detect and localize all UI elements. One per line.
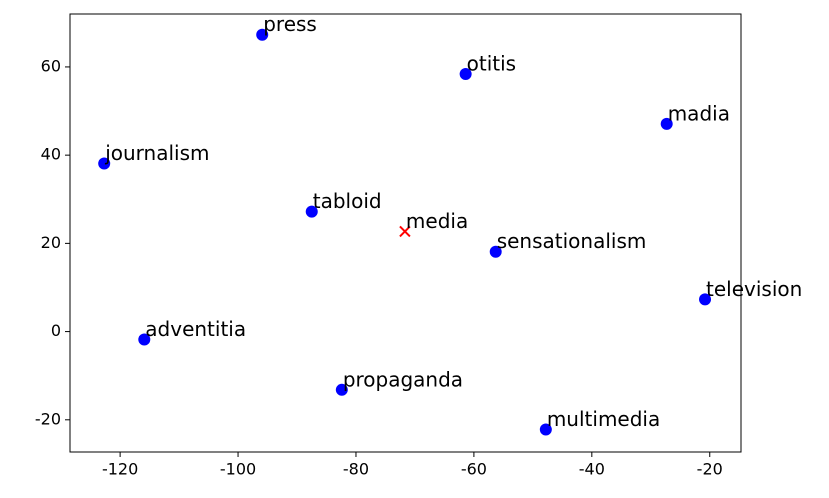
x-tick-label: -80 — [343, 460, 369, 479]
point-label: madia — [668, 101, 730, 125]
point — [660, 117, 673, 130]
point — [459, 67, 472, 80]
y-tick-label: -20 — [35, 409, 61, 428]
point-label: otitis — [467, 51, 516, 75]
point-label: adventitia — [145, 317, 246, 341]
point-stroke — [399, 225, 411, 238]
point-label: propaganda — [343, 367, 463, 391]
x-tick-label: -40 — [579, 460, 605, 479]
point-label: journalism — [104, 141, 209, 165]
y-tick-label: 0 — [51, 321, 61, 340]
y-tick-label: 40 — [41, 145, 61, 164]
x-tick-label: -120 — [102, 460, 138, 479]
point-label: media — [406, 209, 468, 233]
plot-frame — [69, 13, 742, 453]
point-label: press — [263, 12, 317, 36]
point — [399, 225, 411, 238]
x-tick-label: -60 — [461, 460, 487, 479]
point — [699, 293, 712, 306]
point — [539, 423, 552, 436]
point — [256, 28, 269, 41]
point — [335, 383, 348, 396]
point-label: sensationalism — [497, 229, 647, 253]
y-tick-label: 60 — [41, 56, 61, 75]
y-tick-label: 20 — [41, 233, 61, 252]
point — [138, 333, 151, 346]
point-label: tabloid — [313, 189, 382, 213]
point-label: multimedia — [547, 407, 660, 431]
point — [98, 157, 111, 170]
x-tick-label: -20 — [697, 460, 723, 479]
point — [489, 245, 502, 258]
point — [305, 205, 318, 218]
x-tick-label: -100 — [220, 460, 256, 479]
point-label: television — [706, 277, 802, 301]
